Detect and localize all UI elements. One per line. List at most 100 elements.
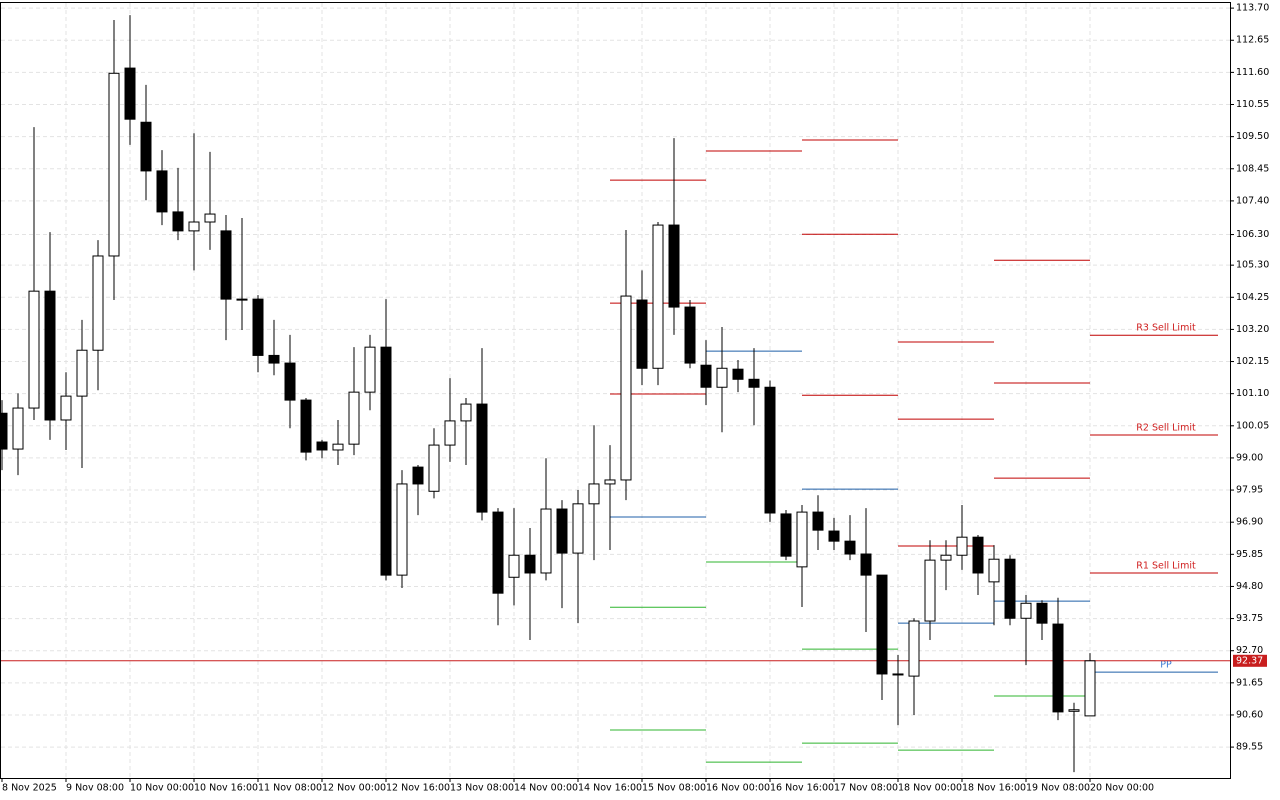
candle-body xyxy=(140,121,152,172)
candle-body xyxy=(220,230,232,300)
candle-body xyxy=(300,399,312,453)
candle-body xyxy=(572,503,584,554)
candle-body xyxy=(156,170,168,213)
y-tick-label: 93.75 xyxy=(1236,613,1263,624)
candle-body xyxy=(540,508,552,574)
candle-body xyxy=(412,466,424,485)
pivot-label: R3 Sell Limit xyxy=(1136,323,1196,334)
x-tick-label: 10 Nov 16:00 xyxy=(194,783,258,794)
y-tick-label: 92.70 xyxy=(1236,645,1263,656)
candle-body xyxy=(380,346,392,576)
y-tick-label: 103.20 xyxy=(1236,324,1269,335)
y-tick-label: 113.70 xyxy=(1236,3,1269,14)
candle-body xyxy=(892,673,904,676)
x-tick-label: 19 Nov 08:00 xyxy=(1026,783,1090,794)
x-tick-label: 17 Nov 08:00 xyxy=(834,783,898,794)
candle-body xyxy=(924,559,936,622)
x-tick-label: 8 Nov 2025 xyxy=(2,783,57,794)
y-tick-label: 99.00 xyxy=(1236,452,1263,463)
candle-body xyxy=(284,362,296,401)
candle-body xyxy=(780,513,792,557)
y-tick-label: 96.90 xyxy=(1236,517,1263,528)
candle-body xyxy=(0,412,8,450)
candle-body xyxy=(988,558,1000,583)
x-tick-label: 16 Nov 00:00 xyxy=(706,783,770,794)
candle-body xyxy=(604,479,616,485)
candle-body xyxy=(1084,660,1096,717)
candle-body xyxy=(860,553,872,576)
y-tick-label: 108.45 xyxy=(1236,163,1269,174)
candle-body xyxy=(44,290,56,421)
y-tick-label: 105.30 xyxy=(1236,260,1269,271)
candle-body xyxy=(1020,602,1032,619)
x-tick-label: 18 Nov 00:00 xyxy=(898,783,962,794)
candle-body xyxy=(972,536,984,574)
candle-body xyxy=(940,554,952,561)
y-tick-label: 112.65 xyxy=(1236,35,1269,46)
candle-body xyxy=(684,306,696,364)
candle-body xyxy=(364,346,376,393)
candle-body xyxy=(92,255,104,351)
y-tick-label: 111.60 xyxy=(1236,67,1269,78)
candle-body xyxy=(812,511,824,531)
plot-frame xyxy=(0,2,1231,779)
candle-body xyxy=(620,295,632,481)
candle-body xyxy=(396,483,408,576)
candle-body xyxy=(204,213,216,223)
candle-body xyxy=(60,395,72,421)
y-tick-label: 90.60 xyxy=(1236,709,1263,720)
y-tick-label: 106.30 xyxy=(1236,229,1269,240)
candle-body xyxy=(236,298,248,301)
y-tick-label: 91.65 xyxy=(1236,677,1263,688)
price-tag xyxy=(1233,654,1267,667)
candle-body xyxy=(828,530,840,542)
x-tick-label: 12 Nov 00:00 xyxy=(322,783,386,794)
pivot-label: R1 Sell Limit xyxy=(1136,560,1196,571)
candle-body xyxy=(636,299,648,369)
price-tag-label: 92.37 xyxy=(1236,655,1263,666)
candle-body xyxy=(332,443,344,451)
candle-body xyxy=(1036,602,1048,624)
candle-body xyxy=(716,367,728,388)
candle-body xyxy=(652,224,664,369)
candle-body xyxy=(108,72,120,257)
candle-body xyxy=(908,620,920,677)
pivot-label: R2 Sell Limit xyxy=(1136,422,1196,433)
y-tick-label: 104.25 xyxy=(1236,292,1269,303)
candle-body xyxy=(492,511,504,594)
candle-body xyxy=(732,368,744,380)
candle-body xyxy=(268,354,280,364)
x-tick-label: 13 Nov 08:00 xyxy=(450,783,514,794)
x-tick-label: 15 Nov 08:00 xyxy=(642,783,706,794)
y-tick-label: 102.15 xyxy=(1236,356,1269,367)
candle-body xyxy=(124,67,136,120)
candle-body xyxy=(700,364,712,388)
y-tick-label: 100.05 xyxy=(1236,420,1269,431)
candle-body xyxy=(252,298,264,356)
candle-body xyxy=(172,211,184,232)
candle-body xyxy=(956,536,968,556)
candle-body xyxy=(348,391,360,445)
candle-body xyxy=(748,378,760,388)
y-tick-label: 107.40 xyxy=(1236,195,1269,206)
candle-body xyxy=(588,483,600,505)
candle-body xyxy=(556,508,568,554)
candle-body xyxy=(12,407,24,450)
candle-body xyxy=(668,224,680,308)
y-tick-label: 101.10 xyxy=(1236,388,1269,399)
candle-body xyxy=(476,403,488,513)
candle-body xyxy=(1004,558,1016,619)
y-tick-label: 95.85 xyxy=(1236,549,1263,560)
candle-body xyxy=(764,386,776,514)
candle-body xyxy=(188,221,200,232)
x-tick-label: 12 Nov 16:00 xyxy=(386,783,450,794)
x-tick-label: 16 Nov 16:00 xyxy=(770,783,834,794)
x-tick-label: 14 Nov 00:00 xyxy=(514,783,578,794)
candle-body xyxy=(844,540,856,555)
y-tick-label: 109.50 xyxy=(1236,131,1269,142)
x-tick-label: 9 Nov 08:00 xyxy=(66,783,124,794)
candle-body xyxy=(1068,709,1080,712)
candle-body xyxy=(876,574,888,675)
candle-body xyxy=(508,554,520,578)
